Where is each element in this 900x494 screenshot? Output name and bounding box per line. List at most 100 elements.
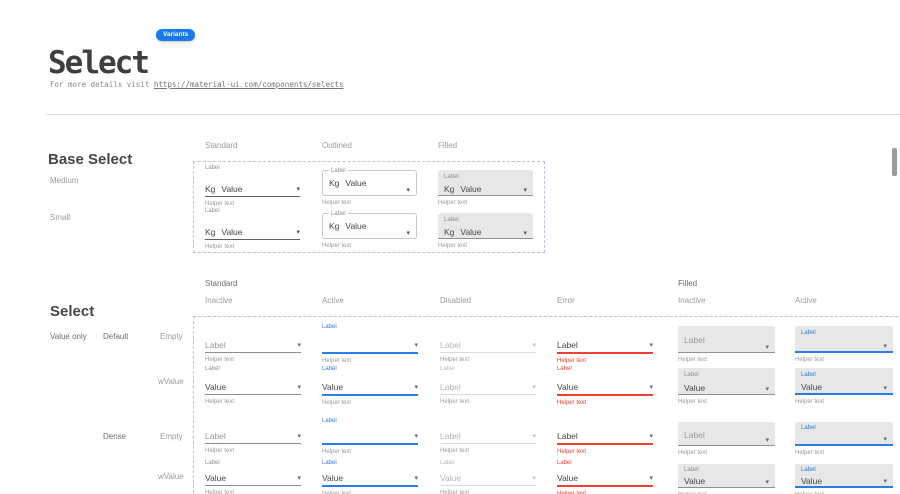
select-helper-text: Helper text	[440, 357, 470, 363]
select-helper-text: Helper text	[557, 449, 587, 455]
select-field[interactable]: Label Kg Value ▾	[438, 170, 533, 196]
select-field[interactable]: Label Value ▾	[678, 464, 775, 488]
select-float-label	[205, 322, 301, 333]
column-header-outlined: Outlined	[322, 141, 352, 150]
select-float-label: Label	[801, 467, 816, 473]
select-helper-text: Helper text	[322, 200, 352, 206]
select-field[interactable]: Label ▾	[795, 422, 893, 446]
select-float-label: Label	[444, 174, 459, 180]
select-field[interactable]: Label ▾	[557, 333, 653, 354]
select-float-label: Label	[329, 210, 348, 218]
select-field[interactable]: Label ▾	[440, 426, 536, 444]
dropdown-caret-icon: ▾	[532, 342, 536, 349]
column-header-inactive: Inactive	[205, 296, 233, 305]
select-float-label: Label	[322, 418, 337, 424]
group-header-filled: Filled	[678, 279, 698, 288]
select-field[interactable]: Label Value ▾	[795, 368, 893, 395]
select-value: Label	[205, 340, 226, 350]
dropdown-caret-icon: ▾	[883, 343, 887, 350]
select-cell-standard-error: Label ▾ Helper text	[557, 322, 653, 364]
select-field[interactable]: Label Value ▾	[678, 368, 775, 395]
select-float-label: Label	[801, 425, 816, 431]
scrollbar-thumb[interactable]	[892, 148, 897, 176]
select-value: Value	[801, 475, 823, 486]
select-field[interactable]: Value ▾	[440, 468, 536, 486]
dropdown-caret-icon: ▾	[297, 384, 301, 391]
select-helper-text: Helper text	[205, 448, 235, 454]
select-field[interactable]: Value ▾	[205, 468, 301, 486]
select-field-inner: Value ▾	[801, 475, 887, 486]
select-field[interactable]: Label ▾	[205, 333, 301, 353]
select-float-label: Label	[801, 372, 816, 378]
select-field[interactable]: Value ▾	[322, 375, 418, 396]
select-field[interactable]: ▾	[322, 426, 418, 445]
select-cell-standard-active: Label Value ▾ Helper text	[322, 459, 418, 494]
select-field[interactable]: Kg Value ▾	[205, 174, 300, 197]
select-field[interactable]: Label ▾	[440, 375, 536, 395]
select-helper-text: Helper text	[678, 357, 708, 363]
select-helper-text: Helper text	[795, 450, 825, 456]
select-cell-filled-active: Label Value ▾ Helper text	[795, 459, 893, 494]
select-field[interactable]: Label ▾	[795, 326, 893, 353]
select-value: Value	[322, 473, 344, 483]
select-helper-text: Helper text	[438, 200, 468, 206]
select-helper-text: Helper text	[440, 399, 470, 405]
select-field-inner: Label ▾	[684, 328, 769, 352]
select-field[interactable]: Label ▾	[205, 426, 301, 444]
dropdown-caret-icon: ▾	[532, 475, 536, 482]
dropdown-caret-icon: ▾	[523, 230, 527, 237]
select-value: Value	[205, 382, 227, 392]
select-helper-text: Helper text	[795, 399, 825, 405]
select-cell-standard-inactive: Label Value ▾ Helper text	[205, 459, 301, 494]
select-field[interactable]: Label ▾	[440, 333, 536, 353]
select-field[interactable]: Label Kg Value ▾	[322, 210, 417, 239]
select-value: Value	[345, 178, 367, 188]
select-float-label	[440, 417, 536, 426]
select-field[interactable]: Label ▾	[678, 422, 775, 446]
select-field[interactable]: Kg Value ▾	[205, 217, 300, 240]
select-field[interactable]: Label Kg Value ▾	[438, 213, 533, 239]
row-label-small: Small	[50, 213, 71, 222]
select-value-group: Kg Value	[444, 227, 482, 237]
select-field-inner: Value ▾	[801, 381, 887, 393]
select-field[interactable]: Label Kg Value ▾	[322, 167, 417, 196]
select-field[interactable]: Value ▾	[322, 468, 418, 487]
select-float-label: Label	[684, 467, 699, 473]
select-field-inner: Value ▾	[684, 475, 769, 487]
column-header-inactive: Inactive	[678, 296, 706, 305]
base-select-cell-outlined: Label Kg Value ▾ Helper text	[322, 206, 417, 249]
row-label-value-only: Value only	[50, 332, 87, 341]
select-helper-text: Helper text	[205, 201, 235, 207]
select-cell-standard-disabled: Label Label ▾ Helper text	[440, 364, 536, 405]
select-field[interactable]: Value ▾	[557, 375, 653, 396]
select-value: Value	[557, 473, 579, 483]
select-helper-text: Helper text	[678, 492, 775, 494]
select-cell-standard-inactive: Label Value ▾ Helper text	[205, 364, 301, 405]
select-float-label: Label	[322, 366, 337, 372]
select-field[interactable]: Label ▾	[557, 426, 653, 445]
select-field[interactable]: ▾	[322, 333, 418, 354]
column-header-active: Active	[322, 296, 344, 305]
select-value: Label	[440, 431, 461, 441]
select-value: Value	[345, 221, 367, 231]
select-value: Label	[557, 340, 578, 350]
dropdown-caret-icon: ▾	[297, 342, 301, 349]
select-float-label	[557, 417, 653, 426]
select-float-label: Label	[440, 460, 455, 466]
intro-link[interactable]: https://material-ui.com/components/selec…	[153, 79, 344, 89]
base-select-cell-filled: Label Kg Value ▾ Helper text	[438, 206, 533, 249]
select-value-group: Kg Value	[329, 221, 367, 231]
select-field[interactable]: Value ▾	[205, 375, 301, 395]
select-float-label: Label	[205, 366, 220, 372]
select-helper-text: Helper text	[795, 492, 893, 494]
row-label-medium: Medium	[50, 176, 79, 185]
select-heading: Select	[50, 303, 95, 321]
select-value: Value	[557, 382, 579, 392]
select-field[interactable]: Value ▾	[557, 468, 653, 487]
select-cell-filled-active: Label ▾ Helper text	[795, 322, 893, 363]
select-field[interactable]: Label Value ▾	[795, 464, 893, 488]
select-helper-text: Helper text	[795, 357, 825, 363]
dropdown-caret-icon: ▾	[649, 433, 653, 440]
select-field[interactable]: Label ▾	[678, 326, 775, 353]
